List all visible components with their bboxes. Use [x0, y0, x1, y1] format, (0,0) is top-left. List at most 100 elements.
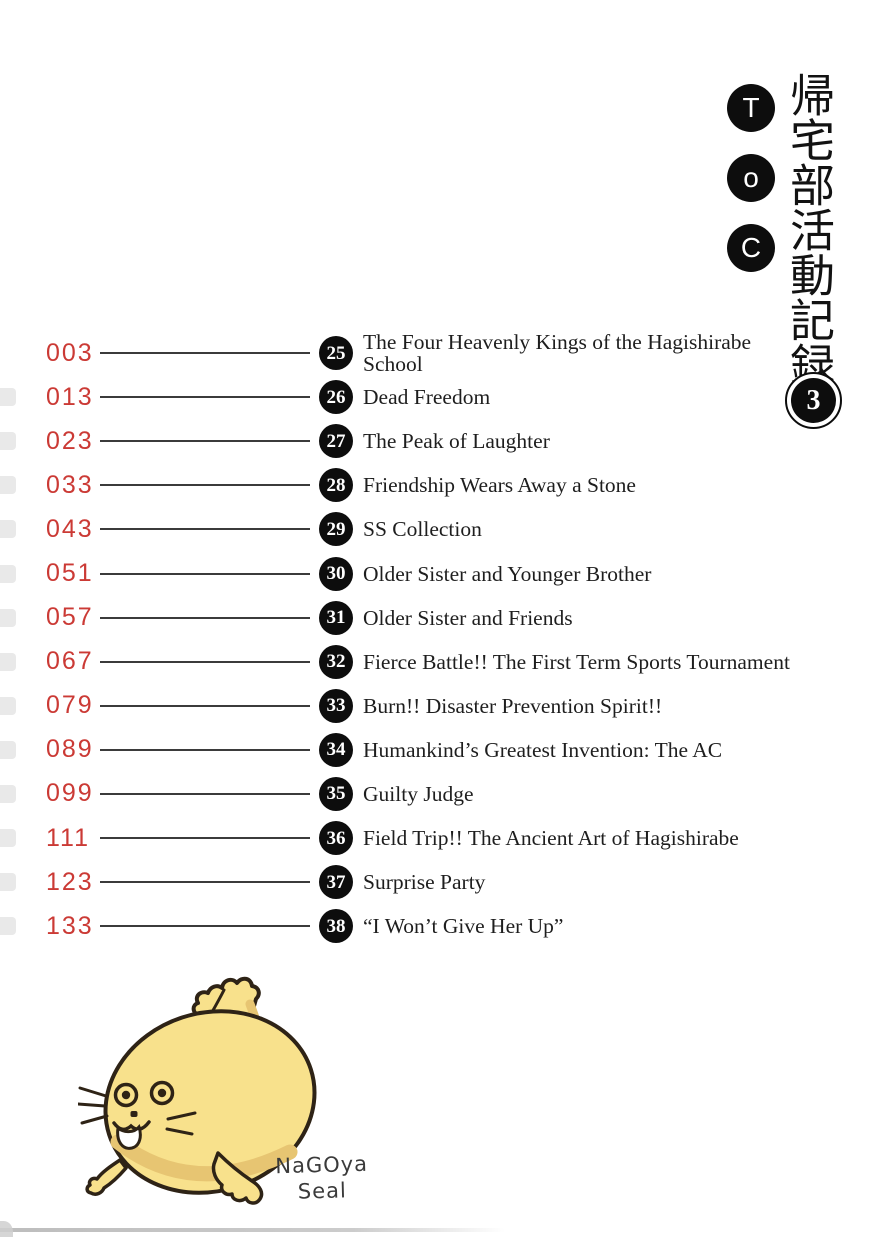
chapter-title: Field Trip!! The Ancient Art of Hagishir…: [363, 826, 739, 851]
chapter-row: 111 36 Field Trip!! The Ancient Art of H…: [46, 816, 842, 860]
leader-line: [100, 440, 310, 443]
chapter-number-badge: 30: [319, 556, 353, 591]
seal-flippers: [85, 1151, 264, 1205]
chapter-row: 043 29 SS Collection: [46, 507, 842, 551]
scan-artifact-ghost: [0, 432, 16, 451]
leader-line: [100, 528, 310, 531]
leader-line: [100, 881, 310, 884]
chapter-number-badge: 38: [319, 909, 353, 944]
chapter-row: 013 26 Dead Freedom: [46, 375, 842, 419]
chapter-number-badge: 32: [319, 644, 353, 679]
mascot-caption: NaGOya Seal: [259, 1150, 384, 1206]
scan-artifact-ghost: [0, 608, 16, 627]
chapter-page-number: 133: [46, 911, 94, 940]
chapter-title: Fierce Battle!! The First Term Sports To…: [363, 649, 790, 674]
scan-artifact-ghost: [0, 476, 16, 495]
toc-letter-c: C: [740, 232, 762, 263]
scan-artifact-ghost: [0, 873, 16, 892]
chapter-number: 38: [326, 915, 346, 937]
leader-line: [100, 660, 310, 663]
nagoya-seal-illustration: [78, 976, 317, 1205]
chapter-page-number: 111: [46, 823, 91, 852]
toc-letter-circle-t: T: [727, 84, 775, 132]
chapter-number: 34: [326, 739, 346, 761]
seal-face: [78, 1080, 197, 1150]
chapter-number-badge: 27: [319, 424, 353, 459]
chapter-page-number: 067: [46, 647, 94, 676]
chapter-page-number: 079: [46, 691, 94, 720]
chapter-title: Older Sister and Younger Brother: [363, 561, 652, 586]
chapter-title: Dead Freedom: [363, 385, 491, 410]
chapter-number-badge: 35: [319, 776, 353, 811]
chapter-page-number: 013: [46, 382, 94, 411]
chapter-row: 133 38 “I Won’t Give Her Up”: [46, 904, 842, 948]
scan-artifact-corner: [0, 1221, 13, 1237]
chapter-row: 089 34 Humankind’s Greatest Invention: T…: [46, 728, 842, 772]
scan-artifact-ghost: [0, 652, 16, 671]
chapter-number: 30: [326, 563, 346, 585]
chapter-number: 29: [326, 518, 346, 540]
chapter-number: 28: [326, 474, 346, 496]
chapter-number-badge: 34: [319, 732, 353, 767]
scan-artifact-ghost: [0, 785, 16, 803]
scan-artifact-ghost: [0, 917, 16, 936]
scan-artifact-ghost: [0, 740, 16, 759]
chapter-page-number: 057: [46, 603, 94, 632]
scan-artifact-ghost: [0, 388, 16, 407]
chapter-number: 27: [326, 430, 346, 452]
chapter-title: The Peak of Laughter: [363, 429, 550, 454]
series-title-vertical: 帰宅部活動記録: [782, 72, 835, 387]
chapter-title: SS Collection: [363, 517, 482, 542]
leader-line: [100, 396, 310, 399]
volume-badge-inner: 3: [791, 378, 836, 423]
chapter-number-badge: 31: [319, 600, 353, 635]
chapter-title: The Four Heavenly Kings of the Hagishira…: [363, 330, 752, 377]
leader-line: [100, 837, 310, 840]
leader-line: [100, 925, 310, 928]
chapter-title: Surprise Party: [363, 870, 486, 895]
chapter-page-number: 003: [46, 338, 94, 367]
leader-line: [100, 352, 310, 355]
chapter-number-badge: 36: [319, 821, 353, 856]
chapter-number: 36: [326, 827, 346, 849]
scan-artifact-ghost: [0, 696, 16, 715]
chapter-number-badge: 28: [319, 468, 353, 503]
toc-letter-o: o: [743, 162, 759, 193]
seal-body: [103, 1009, 317, 1195]
chapter-number: 33: [326, 695, 346, 717]
toc-letter-t: T: [742, 92, 760, 123]
chapter-page-number: 033: [46, 470, 94, 499]
toc-label: T o C: [727, 84, 775, 272]
mascot-caption-line2: Seal: [297, 1178, 348, 1204]
toc-letter-circle-c: C: [727, 224, 775, 272]
chapter-number-badge: 37: [319, 865, 353, 900]
chapter-title: Burn!! Disaster Prevention Spirit!!: [363, 693, 663, 718]
chapter-page-number: 023: [46, 426, 94, 455]
chapter-row: 067 32 Fierce Battle!! The First Term Sp…: [46, 640, 842, 684]
chapter-row: 099 35 Guilty Judge: [46, 772, 842, 816]
chapter-row: 023 27 The Peak of Laughter: [46, 419, 842, 463]
chapter-list: 003 25 The Four Heavenly Kings of the Ha…: [46, 331, 842, 948]
chapter-row: 079 33 Burn!! Disaster Prevention Spirit…: [46, 684, 842, 728]
chapter-row: 057 31 Older Sister and Friends: [46, 596, 842, 640]
leader-line: [100, 484, 310, 487]
chapter-number-badge: 25: [319, 336, 353, 371]
chapter-number-badge: 33: [319, 688, 353, 723]
volume-badge: 3: [785, 372, 842, 429]
scan-artifact-ghost: [0, 829, 16, 848]
chapter-number: 31: [326, 607, 346, 629]
leader-line: [100, 704, 310, 707]
chapter-page-number: 051: [46, 559, 94, 588]
chapter-row: 051 30 Older Sister and Younger Brother: [46, 551, 842, 595]
chapter-number-badge: 26: [319, 380, 353, 415]
chapter-row: 123 37 Surprise Party: [46, 860, 842, 904]
chapter-page-number: 043: [46, 514, 94, 543]
chapter-row: 033 28 Friendship Wears Away a Stone: [46, 463, 842, 507]
chapter-number-badge: 29: [319, 512, 353, 547]
chapter-number: 25: [326, 342, 346, 364]
scan-artifact-ghost: [0, 564, 16, 583]
chapter-number: 26: [326, 386, 346, 408]
chapter-number: 37: [326, 871, 346, 893]
chapter-page-number: 123: [46, 867, 94, 896]
chapter-title: Friendship Wears Away a Stone: [363, 473, 636, 498]
